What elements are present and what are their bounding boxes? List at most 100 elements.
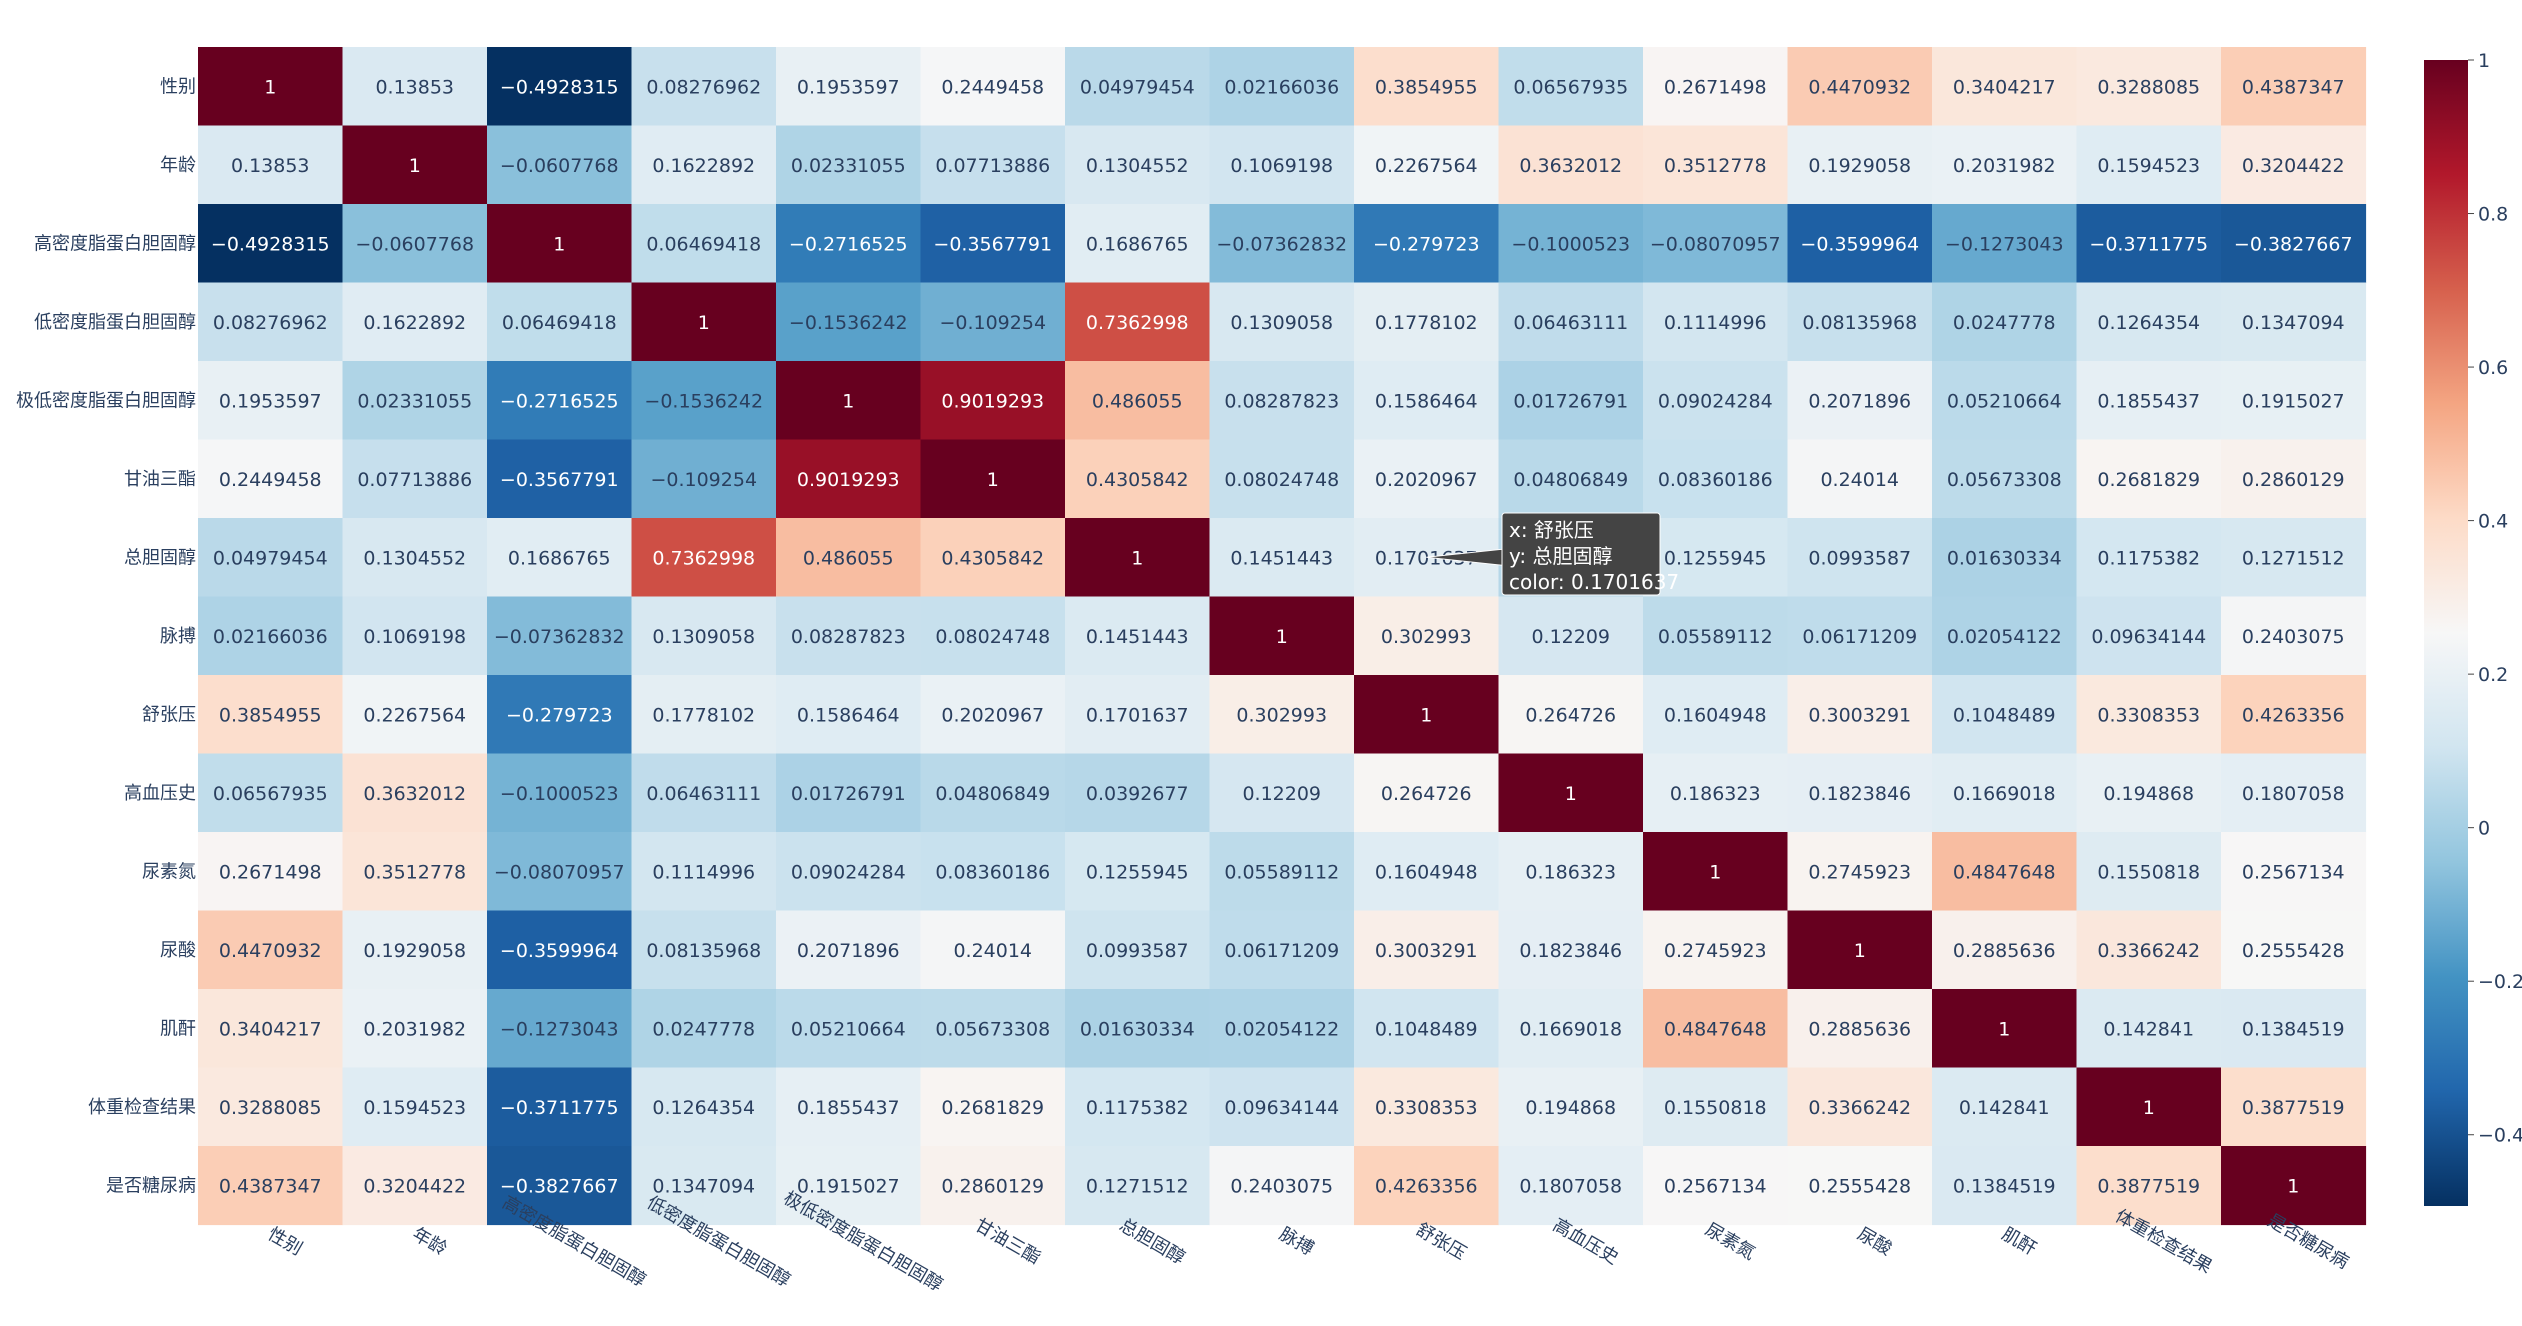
heatmap-cell[interactable] <box>1643 204 1789 284</box>
heatmap-cell[interactable] <box>1643 361 1789 441</box>
heatmap-cell[interactable] <box>631 753 777 833</box>
heatmap-cell[interactable] <box>1787 596 1933 676</box>
heatmap-cell[interactable] <box>1065 47 1211 127</box>
heatmap-cell[interactable] <box>776 125 922 205</box>
heatmap-cell[interactable] <box>1209 832 1355 912</box>
heatmap-cell[interactable] <box>920 47 1066 127</box>
heatmap-cell[interactable] <box>776 910 922 990</box>
heatmap-cell[interactable] <box>2076 439 2222 519</box>
heatmap-cell[interactable] <box>2076 675 2222 755</box>
heatmap-cell[interactable] <box>487 518 633 598</box>
heatmap-cell[interactable] <box>487 832 633 912</box>
heatmap-cell[interactable] <box>2076 125 2222 205</box>
heatmap-cell[interactable] <box>342 675 488 755</box>
heatmap-cell[interactable] <box>1787 753 1933 833</box>
heatmap-cell[interactable] <box>2076 989 2222 1069</box>
heatmap-cell[interactable] <box>1787 47 1933 127</box>
heatmap-cell[interactable] <box>2221 125 2367 205</box>
heatmap-cell[interactable] <box>920 282 1066 362</box>
heatmap-cell[interactable] <box>1787 989 1933 1069</box>
heatmap-cell[interactable] <box>487 753 633 833</box>
heatmap-cell[interactable] <box>776 518 922 598</box>
heatmap-cell[interactable] <box>2076 1146 2222 1226</box>
heatmap-cell[interactable] <box>198 753 344 833</box>
heatmap-cell[interactable] <box>1209 439 1355 519</box>
heatmap-cell[interactable] <box>776 753 922 833</box>
heatmap-cell[interactable] <box>487 282 633 362</box>
heatmap-cell[interactable] <box>776 204 922 284</box>
heatmap-cell[interactable] <box>342 282 488 362</box>
heatmap-cell[interactable] <box>1209 518 1355 598</box>
heatmap-cell[interactable] <box>920 989 1066 1069</box>
heatmap-cell[interactable] <box>198 282 344 362</box>
heatmap-cell[interactable] <box>342 910 488 990</box>
heatmap-cell[interactable] <box>2221 596 2367 676</box>
heatmap-cell[interactable] <box>487 1146 633 1226</box>
heatmap-cell[interactable] <box>1209 596 1355 676</box>
heatmap-cell[interactable] <box>1498 1067 1644 1147</box>
heatmap-cell[interactable] <box>198 361 344 441</box>
heatmap-cell[interactable] <box>1065 989 1211 1069</box>
heatmap-cell[interactable] <box>1065 204 1211 284</box>
heatmap-cell[interactable] <box>631 989 777 1069</box>
heatmap-cell[interactable] <box>631 675 777 755</box>
heatmap-cell[interactable] <box>1209 910 1355 990</box>
heatmap-cell[interactable] <box>1498 204 1644 284</box>
heatmap-cell[interactable] <box>487 1067 633 1147</box>
heatmap-cell[interactable] <box>1932 832 2078 912</box>
heatmap-cell[interactable] <box>198 1067 344 1147</box>
heatmap-cell[interactable] <box>1354 753 1500 833</box>
heatmap-cell[interactable] <box>1065 596 1211 676</box>
heatmap-cell[interactable] <box>1498 753 1644 833</box>
heatmap-cell[interactable] <box>920 361 1066 441</box>
heatmap-cell[interactable] <box>1643 125 1789 205</box>
heatmap-cell[interactable] <box>776 832 922 912</box>
heatmap-cell[interactable] <box>1643 1067 1789 1147</box>
heatmap-cell[interactable] <box>1065 1146 1211 1226</box>
heatmap-cell[interactable] <box>198 910 344 990</box>
heatmap-cell[interactable] <box>1643 596 1789 676</box>
heatmap-cell[interactable] <box>776 47 922 127</box>
heatmap-cell[interactable] <box>1209 1146 1355 1226</box>
heatmap-cell[interactable] <box>487 125 633 205</box>
heatmap-cell[interactable] <box>1354 832 1500 912</box>
heatmap-cell[interactable] <box>198 989 344 1069</box>
heatmap-cell[interactable] <box>1498 47 1644 127</box>
heatmap-cell[interactable] <box>1065 675 1211 755</box>
heatmap-cell[interactable] <box>1065 439 1211 519</box>
heatmap-cell[interactable] <box>776 1146 922 1226</box>
heatmap-cell[interactable] <box>1354 125 1500 205</box>
heatmap-cell[interactable] <box>342 439 488 519</box>
heatmap-cell[interactable] <box>776 1067 922 1147</box>
heatmap-cell[interactable] <box>1065 832 1211 912</box>
heatmap-cell[interactable] <box>1209 125 1355 205</box>
heatmap-cell[interactable] <box>198 47 344 127</box>
heatmap-cell[interactable] <box>1787 910 1933 990</box>
heatmap-cell[interactable] <box>1354 282 1500 362</box>
heatmap-cell[interactable] <box>198 439 344 519</box>
heatmap-cell[interactable] <box>631 910 777 990</box>
heatmap-cell[interactable] <box>1787 125 1933 205</box>
heatmap-cell[interactable] <box>631 518 777 598</box>
heatmap-cell[interactable] <box>198 518 344 598</box>
heatmap-cell[interactable] <box>776 596 922 676</box>
heatmap-cell[interactable] <box>342 518 488 598</box>
heatmap-cell[interactable] <box>631 125 777 205</box>
heatmap-cell[interactable] <box>487 675 633 755</box>
heatmap-cell[interactable] <box>1932 204 2078 284</box>
heatmap-cell[interactable] <box>198 675 344 755</box>
heatmap-cell[interactable] <box>487 361 633 441</box>
heatmap-cell[interactable] <box>2076 596 2222 676</box>
heatmap-cell[interactable] <box>1932 910 2078 990</box>
heatmap-cell[interactable] <box>1643 753 1789 833</box>
heatmap-cell[interactable] <box>487 989 633 1069</box>
heatmap-cell[interactable] <box>1787 518 1933 598</box>
heatmap-cell[interactable] <box>198 596 344 676</box>
heatmap-cells[interactable] <box>198 47 2367 1226</box>
heatmap-cell[interactable] <box>1932 125 2078 205</box>
heatmap-cell[interactable] <box>2221 439 2367 519</box>
heatmap-cell[interactable] <box>1932 439 2078 519</box>
heatmap-cell[interactable] <box>1643 832 1789 912</box>
heatmap-cell[interactable] <box>920 832 1066 912</box>
heatmap-cell[interactable] <box>1065 282 1211 362</box>
